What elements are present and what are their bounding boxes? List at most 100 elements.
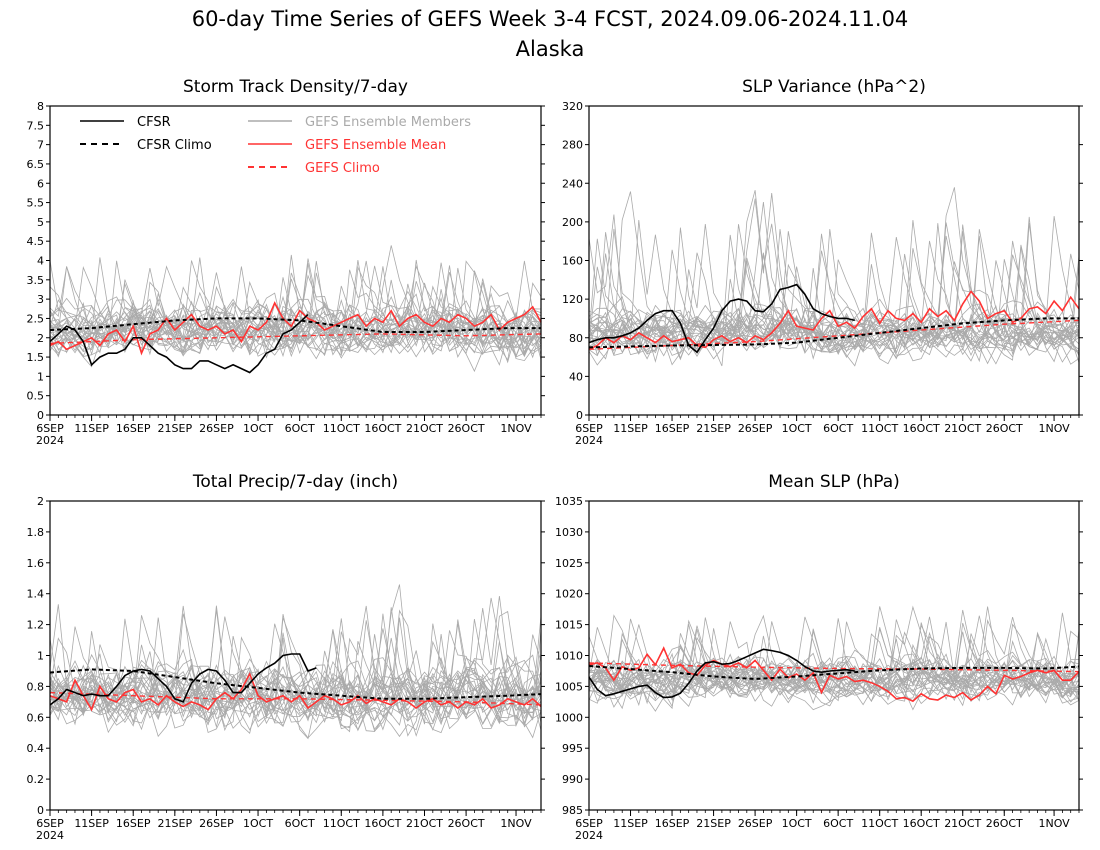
series-cfsr-climo <box>588 665 1080 681</box>
y-tick-label: 1000 <box>555 711 583 724</box>
plot-frame <box>588 500 1080 811</box>
x-tick-label: 16SEP <box>116 422 151 435</box>
plot-frame <box>49 500 542 811</box>
x-tick-label: 6OCT <box>285 422 315 435</box>
panel-title: SLP Variance (hPa^2) <box>742 77 926 97</box>
x-tick-label: 16SEP <box>116 817 151 830</box>
y-tick-label: 6 <box>37 177 44 190</box>
x-tick-label: 16SEP <box>655 422 690 435</box>
x-tick-label: 21SEP <box>158 817 193 830</box>
legend-label: CFSR Climo <box>137 138 212 153</box>
x-tick-label: 21OCT <box>406 817 443 830</box>
chart-panel-0: Storm Track Density/7-day 0 0.5 1 1.5 2 2.5 3 3.… <box>27 77 545 447</box>
x-tick-label: 11SEP <box>613 422 648 435</box>
y-tick-label: 1.6 <box>27 557 45 570</box>
x-tick-label: 16OCT <box>903 817 940 830</box>
member-line <box>49 604 542 724</box>
y-tick-label: 280 <box>562 139 583 152</box>
x-year-label: 2024 <box>575 829 603 842</box>
x-tick-label: 26SEP <box>738 422 773 435</box>
y-tick-label: 985 <box>562 804 583 817</box>
member-line <box>588 621 1080 702</box>
x-tick-label: 21OCT <box>406 422 443 435</box>
member-line <box>588 263 1080 358</box>
member-line <box>49 614 542 734</box>
y-tick-label: 0.5 <box>27 390 45 403</box>
panel-title: Total Precip/7-day (inch) <box>192 472 398 492</box>
y-tick-label: 3.5 <box>27 274 45 287</box>
member-line <box>49 254 542 360</box>
ensemble-members <box>49 245 542 373</box>
x-year-label: 2024 <box>575 434 603 447</box>
chart-panel-3: Mean SLP (hPa) 985 990 995 1000 1005 1010 1015 1… <box>555 472 1083 842</box>
y-tick-label: 120 <box>562 293 583 306</box>
y-tick-label: 1010 <box>555 650 583 663</box>
member-line <box>588 632 1080 694</box>
y-tick-label: 160 <box>562 255 583 268</box>
x-tick-label: 11SEP <box>74 817 109 830</box>
chart-panel-2: Total Precip/7-day (inch)00.20.40.60.811… <box>27 472 545 842</box>
member-line <box>588 259 1080 355</box>
panel-title: Storm Track Density/7-day <box>183 77 408 97</box>
y-tick-label: 4 <box>37 255 44 268</box>
y-tick-label: 1.2 <box>27 619 45 632</box>
member-line <box>588 252 1080 365</box>
series-gefs-climo <box>49 333 542 345</box>
x-tick-label: 6SEP <box>36 817 64 830</box>
y-tick-label: 1005 <box>555 680 583 693</box>
y-tick-label: 1035 <box>555 495 583 508</box>
series-gefs-climo <box>588 662 1080 673</box>
y-tick-label: 8 <box>37 100 44 113</box>
y-tick-label: 0.6 <box>27 711 45 724</box>
y-tick-label: 995 <box>562 742 583 755</box>
member-line <box>49 285 542 373</box>
y-tick-label: 4.5 <box>27 235 45 248</box>
member-line <box>49 630 542 723</box>
x-tick-label: 1NOV <box>1038 422 1070 435</box>
member-line <box>49 305 542 356</box>
series-gefs-ensemble-mean <box>49 672 542 712</box>
member-line <box>588 229 1080 367</box>
y-tick-label: 2 <box>37 332 44 345</box>
x-tick-label: 11OCT <box>323 422 360 435</box>
y-tick-label: 1 <box>37 370 44 383</box>
member-line <box>49 629 542 737</box>
y-tick-label: 320 <box>562 100 583 113</box>
y-tick-label: 1030 <box>555 526 583 539</box>
y-tick-label: 240 <box>562 177 583 190</box>
member-line <box>49 610 542 724</box>
y-tick-label: 0 <box>576 409 583 422</box>
x-tick-label: 26OCT <box>448 817 485 830</box>
y-tick-label: 2.5 <box>27 312 45 325</box>
x-tick-label: 1OCT <box>243 422 273 435</box>
ensemble-members <box>49 584 542 740</box>
member-line <box>588 222 1080 366</box>
y-tick-label: 0 <box>37 804 44 817</box>
x-tick-label: 26SEP <box>199 817 234 830</box>
x-tick-label: 6SEP <box>575 422 603 435</box>
panel-title: Mean SLP (hPa) <box>768 472 900 492</box>
x-tick-label: 6OCT <box>285 817 315 830</box>
x-year-label: 2024 <box>36 829 64 842</box>
y-tick-label: 1.5 <box>27 351 45 364</box>
y-tick-label: 1 <box>37 650 44 663</box>
y-tick-label: 7.5 <box>27 119 45 132</box>
x-tick-label: 16OCT <box>364 817 401 830</box>
x-tick-label: 26SEP <box>738 817 773 830</box>
series-cfsr <box>588 283 855 354</box>
member-line <box>49 605 542 726</box>
y-tick-label: 990 <box>562 773 583 786</box>
x-tick-label: 11OCT <box>323 817 360 830</box>
y-tick-label: 1025 <box>555 557 583 570</box>
y-tick-label: 6.5 <box>27 158 45 171</box>
x-tick-label: 16OCT <box>364 422 401 435</box>
series-gefs-ensemble-mean <box>588 646 1080 703</box>
series-cfsr <box>49 653 317 706</box>
y-tick-label: 3 <box>37 293 44 306</box>
series-cfsr <box>49 314 309 374</box>
legend: CFSR CFSR Climo GEFS Ensemble Members GEFS … <box>80 115 471 176</box>
member-line <box>49 617 542 738</box>
member-line <box>49 265 542 356</box>
y-tick-label: 0 <box>37 409 44 422</box>
